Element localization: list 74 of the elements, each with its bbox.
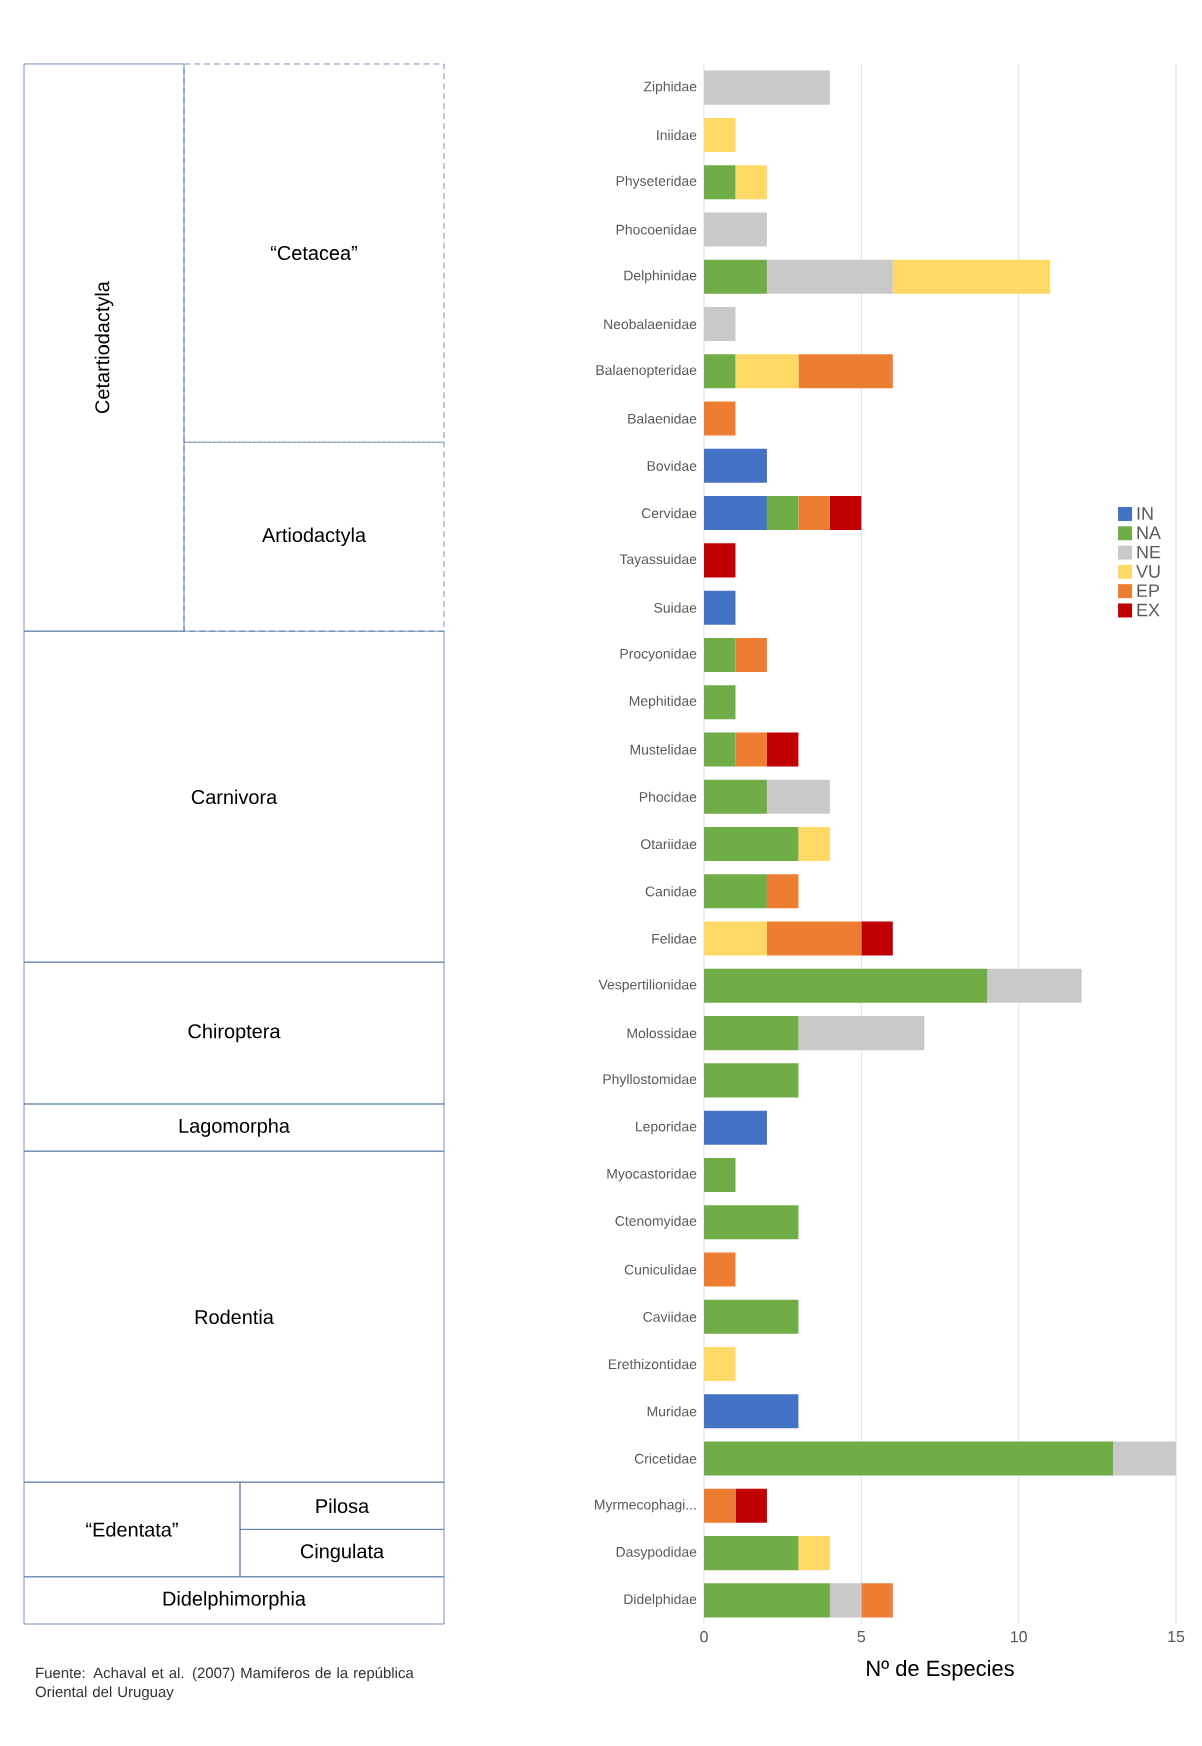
bar <box>704 779 767 814</box>
bar <box>704 590 736 625</box>
bar <box>704 306 736 342</box>
legend-label: EP <box>1137 584 1160 597</box>
legend-label: EX <box>1137 603 1160 617</box>
bar <box>704 543 736 578</box>
legend-label: IN <box>1137 507 1153 520</box>
bar <box>704 1157 736 1192</box>
bar <box>704 1346 736 1382</box>
text: Chiroptera <box>188 1023 281 1043</box>
bar <box>861 1583 893 1618</box>
text: “Edentata” <box>86 1522 178 1537</box>
bar <box>704 1205 799 1240</box>
bar <box>704 1441 1114 1476</box>
bar <box>704 685 736 720</box>
bar <box>704 921 767 956</box>
bar <box>704 259 767 294</box>
bar <box>704 448 767 483</box>
bar <box>704 826 799 862</box>
bar <box>704 354 736 389</box>
bar <box>1113 1441 1177 1476</box>
bar <box>704 1299 799 1334</box>
bar <box>704 117 736 152</box>
bar <box>829 1583 862 1618</box>
bar <box>766 874 799 909</box>
legend-label: NE <box>1137 545 1161 559</box>
bar <box>766 732 799 767</box>
bar <box>798 354 893 389</box>
bar <box>735 732 767 767</box>
bar <box>704 1488 736 1523</box>
text: Cingulata <box>300 1543 385 1563</box>
bar <box>704 212 767 247</box>
bar <box>735 165 767 200</box>
bar <box>704 968 988 1003</box>
text: Pilosa <box>316 1498 370 1514</box>
text: Rodentia <box>195 1309 274 1325</box>
legend-label: NA <box>1137 526 1161 539</box>
bar <box>766 496 799 531</box>
bar <box>798 1016 925 1051</box>
bar <box>704 70 830 105</box>
bar <box>704 874 767 909</box>
text: “Cetacea” <box>270 245 357 261</box>
bar <box>861 921 893 956</box>
text: Artiodactyla <box>261 527 367 547</box>
bar <box>704 401 736 436</box>
bar <box>735 1488 767 1523</box>
bar <box>704 165 736 200</box>
bar <box>704 496 767 531</box>
bar <box>704 1536 799 1571</box>
bar <box>704 1016 799 1051</box>
bar <box>766 921 862 956</box>
bar <box>892 259 1051 294</box>
bar <box>735 637 767 672</box>
bar <box>829 496 862 531</box>
bar <box>735 354 799 389</box>
text: Lagomorpha <box>179 1118 290 1137</box>
text: Cetartiodactyla <box>94 281 114 414</box>
bar <box>704 1063 799 1098</box>
bar <box>798 1536 830 1571</box>
bar <box>766 779 830 814</box>
bar <box>987 968 1082 1003</box>
bar <box>798 826 830 862</box>
legend-label: VU <box>1136 565 1160 578</box>
bar <box>704 732 736 767</box>
bar <box>704 1252 736 1287</box>
text: Carnivora <box>191 789 278 805</box>
bar <box>798 496 830 531</box>
bar <box>766 259 893 294</box>
x-axis-title: Nº de Especies <box>867 1660 1014 1681</box>
text: Didelphimorphia <box>163 1591 306 1610</box>
bar <box>704 637 736 672</box>
bar <box>704 1394 799 1429</box>
bar <box>704 1110 767 1145</box>
bar <box>704 1583 830 1618</box>
